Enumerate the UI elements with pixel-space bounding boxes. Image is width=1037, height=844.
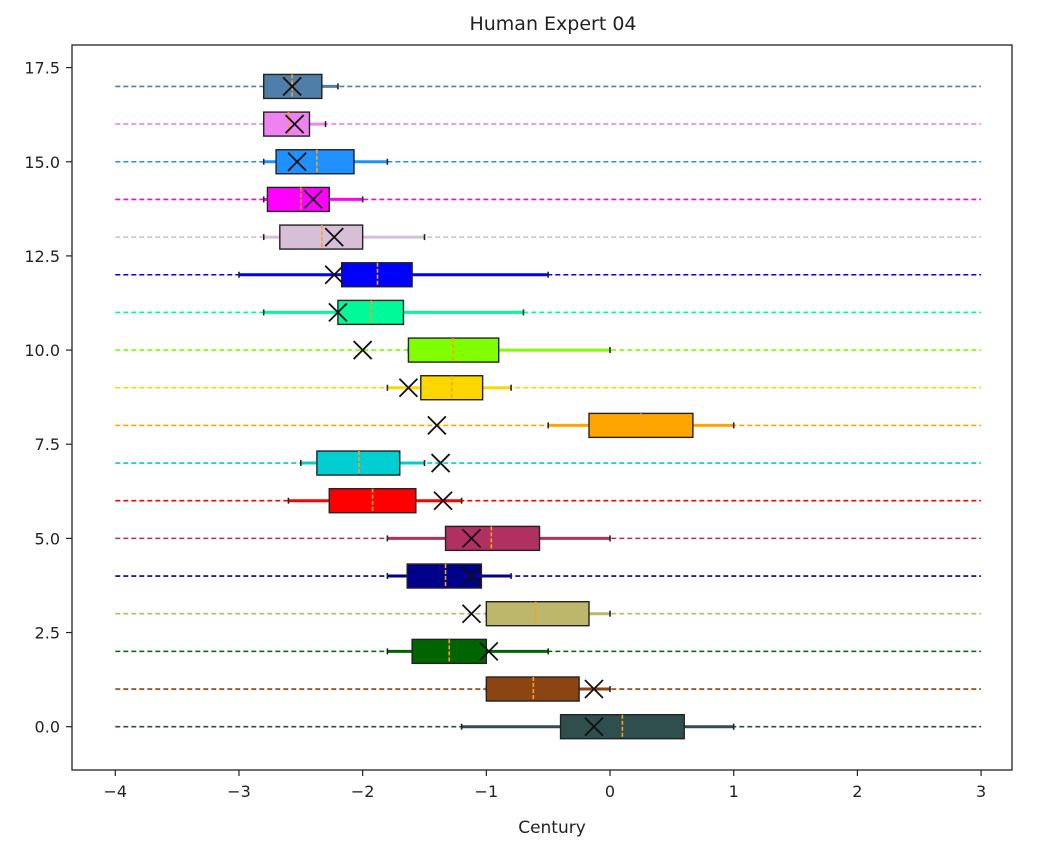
mean-marker-stroke [284, 114, 305, 134]
y-tick-label: 10.0 [24, 341, 60, 360]
y-tick-label: 15.0 [24, 153, 60, 172]
mean-marker-stroke [584, 717, 604, 737]
x-tick-label: 3 [976, 782, 986, 801]
mean-marker [324, 227, 344, 247]
mean-marker [461, 604, 482, 624]
mean-marker [287, 152, 307, 172]
mean-marker-stroke [328, 302, 348, 323]
mean-marker-stroke [353, 340, 373, 360]
x-tick-label: −4 [103, 782, 127, 801]
x-axis-label: Century [518, 818, 586, 838]
mean-marker-stroke [461, 566, 482, 586]
mean-marker-stroke [461, 604, 482, 624]
y-tick-label: 0.0 [35, 718, 60, 737]
chart-title: Human Expert 04 [469, 13, 636, 35]
x-tick-label: −2 [351, 782, 375, 801]
box [444, 525, 541, 552]
box [406, 563, 483, 589]
mean-marker-stroke [324, 227, 344, 247]
x-tick-label: 1 [729, 782, 739, 801]
mean-marker [303, 189, 323, 210]
y-tick-label: 17.5 [24, 59, 60, 78]
box-series [238, 73, 735, 740]
mean-marker [461, 528, 482, 549]
mean-marker [398, 378, 419, 398]
y-tick-label: 7.5 [35, 435, 60, 454]
mean-marker-stroke [427, 415, 447, 436]
mean-marker [427, 415, 447, 436]
box [485, 601, 590, 627]
mean-marker [461, 566, 482, 586]
x-tick-label: 0 [605, 782, 615, 801]
mean-marker-stroke [282, 76, 302, 97]
mean-marker-stroke [461, 528, 482, 549]
plot-frame [71, 44, 1013, 771]
y-tick-label: 2.5 [35, 624, 60, 643]
x-axis: −4 −3 −2 −1 0 1 2 3 [103, 770, 986, 801]
y-tick-label: 5.0 [35, 529, 60, 548]
x-tick-label: −1 [475, 782, 499, 801]
mean-marker [430, 453, 451, 473]
mean-marker [433, 491, 453, 511]
mean-marker [328, 302, 348, 323]
y-axis: 0.0 2.5 5.0 7.5 10.0 12.5 15.0 17.5 [24, 59, 72, 737]
box [266, 186, 330, 213]
mean-marker-stroke [398, 378, 419, 398]
mean-marker-stroke [287, 152, 307, 172]
mean-marker-stroke [324, 265, 344, 285]
mean-marker-stroke [430, 453, 451, 473]
mean-marker [479, 641, 499, 662]
y-tick-label: 12.5 [24, 247, 60, 266]
mean-marker [284, 114, 305, 134]
mean-marker [353, 340, 373, 360]
mean-marker-stroke [433, 491, 453, 511]
x-tick-label: 2 [852, 782, 862, 801]
mean-marker-stroke [584, 679, 604, 699]
mean-marker [584, 717, 604, 737]
mean-marker-stroke [479, 641, 499, 662]
mean-marker-stroke [303, 189, 323, 210]
x-tick-label: −3 [227, 782, 251, 801]
mean-marker [584, 679, 604, 699]
mean-markers [282, 76, 604, 737]
mean-marker [324, 265, 344, 285]
mean-marker [282, 76, 302, 97]
